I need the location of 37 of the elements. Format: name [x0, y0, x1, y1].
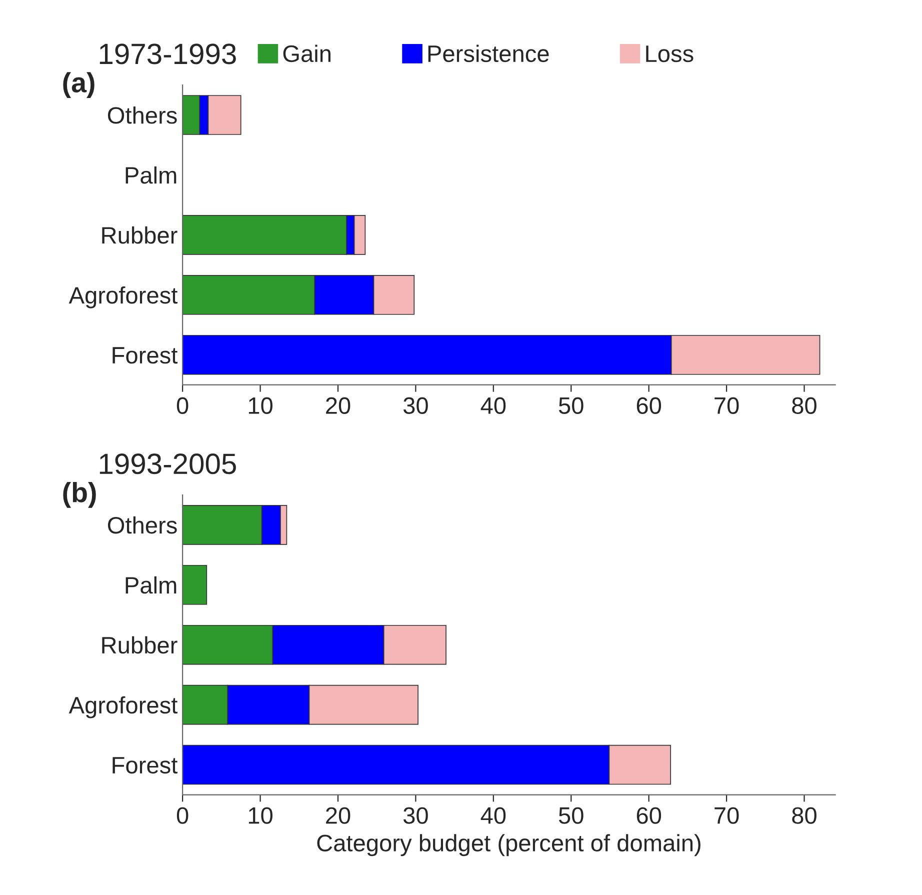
y-tick-label: Rubber [102, 636, 178, 654]
chart-title: 1973-1993 [100, 44, 236, 64]
x-tick-label: 60 [636, 397, 662, 414]
y-tick-label: Agroforest [68, 286, 178, 308]
x-axis-title: Category budget (percent of domain) [317, 834, 700, 856]
x-tick-label: 60 [636, 807, 662, 824]
x-tick-label: 20 [326, 397, 350, 414]
x-tick-label: 50 [558, 397, 584, 414]
chart-title: 1993-2005 [100, 454, 236, 474]
y-tick-label: Rubber [102, 226, 178, 244]
x-tick-label: 80 [792, 807, 816, 824]
legend-label: Gain [283, 44, 330, 62]
x-tick-label: 80 [792, 397, 816, 414]
y-tick-label: Agroforest [68, 696, 178, 718]
x-tick-label: 50 [558, 807, 584, 824]
x-tick-label: 0 [176, 397, 188, 414]
y-tick-label: Others [108, 516, 177, 534]
x-tick-label: 20 [326, 807, 350, 824]
x-tick-label: 40 [480, 807, 506, 824]
y-tick-label: Forest [112, 347, 178, 364]
x-tick-label: 30 [403, 397, 428, 414]
x-tick-label: 10 [248, 807, 272, 824]
x-tick-label: 10 [248, 397, 272, 414]
x-tick-label: 40 [480, 397, 506, 414]
y-tick-label: Palm [126, 166, 176, 184]
legend-label: Persistence [428, 44, 549, 62]
x-tick-label: 30 [403, 807, 428, 824]
y-tick-label: Others [108, 106, 177, 124]
x-tick-label: 0 [176, 807, 188, 824]
y-tick-label: Palm [126, 576, 176, 594]
text: (a) [63, 72, 94, 98]
text: (b) [63, 482, 96, 508]
bar [182, 564, 208, 605]
x-tick-label: 70 [714, 397, 739, 414]
y-tick-label: Forest [112, 757, 178, 774]
legend-label: Loss [646, 46, 694, 62]
x-tick-label: 70 [714, 807, 739, 824]
